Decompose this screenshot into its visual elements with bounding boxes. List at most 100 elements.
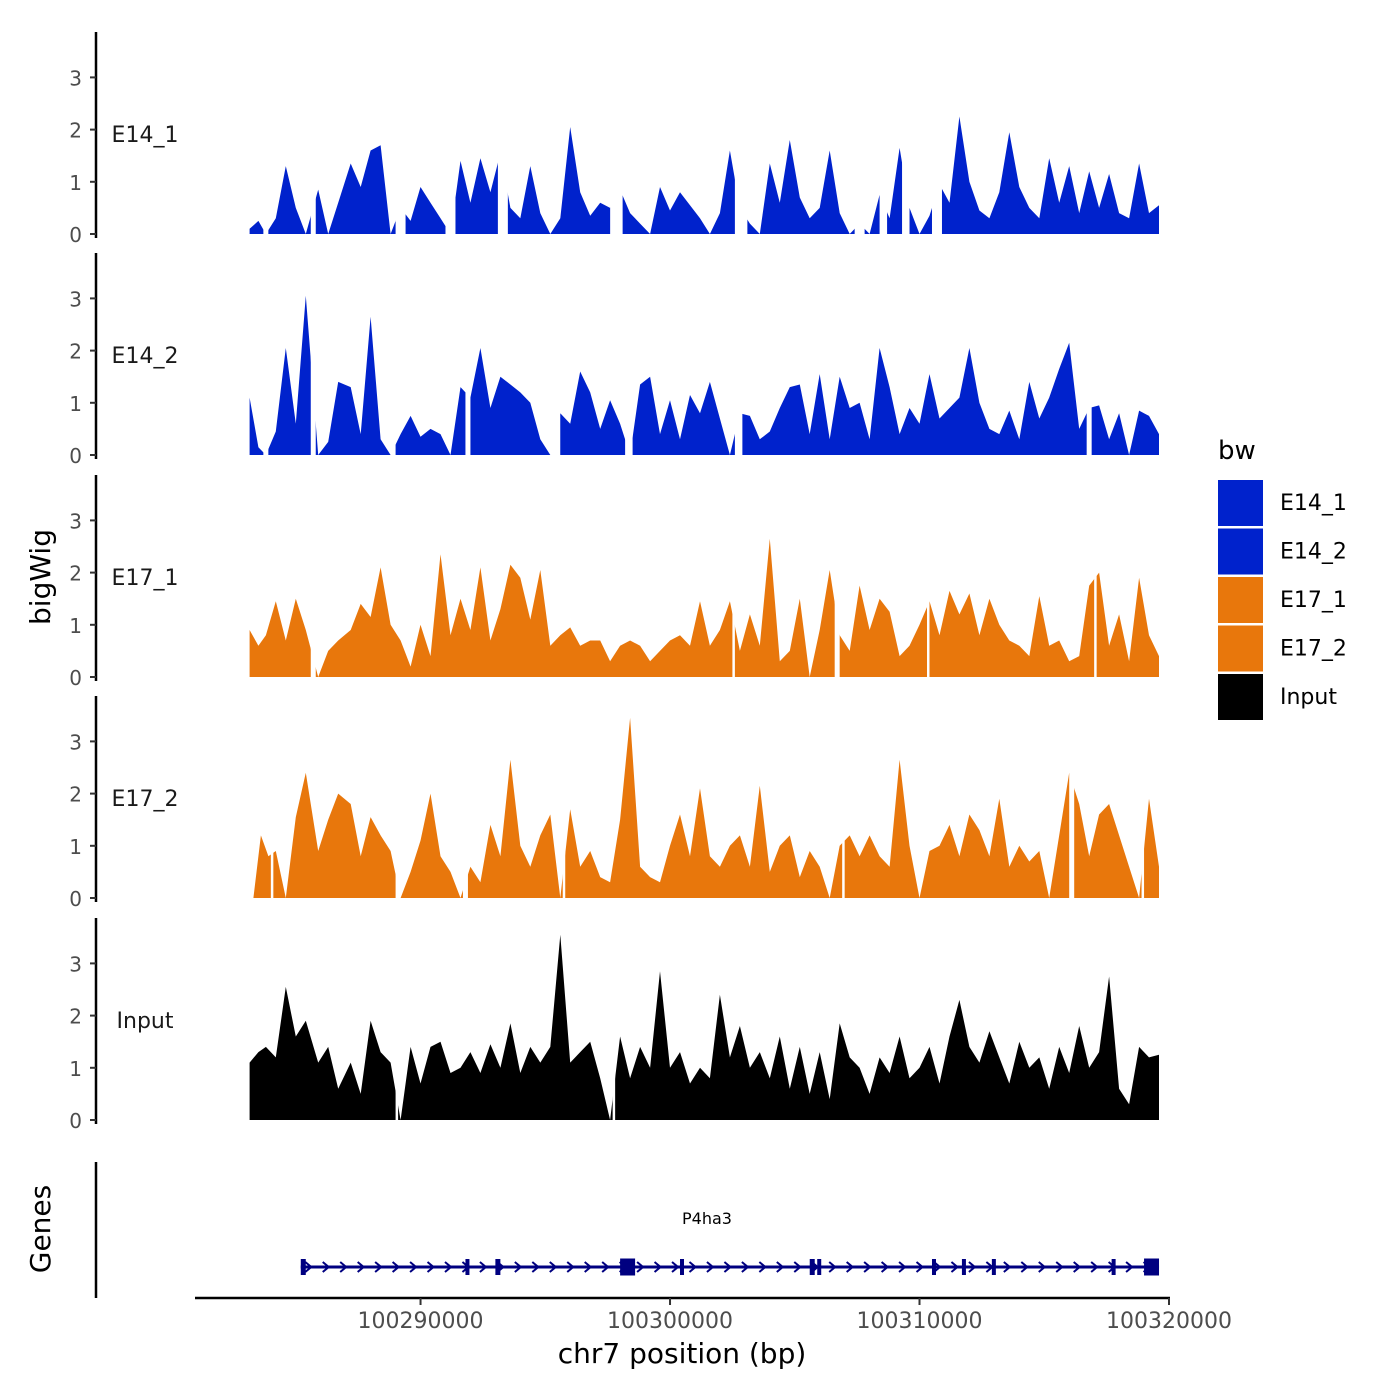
x-ticks: 100290000 100300000 100310000 100320000	[358, 1298, 1232, 1334]
track-input: 0 1 2 3 Input	[69, 918, 1160, 1133]
y-tick-label: 3	[69, 66, 82, 90]
strand-arrow	[636, 1261, 645, 1273]
gene-exon	[300, 1259, 306, 1275]
coverage-gap	[610, 32, 623, 235]
strand-arrow	[863, 1261, 872, 1273]
y-tick-label: 1	[69, 171, 82, 195]
legend-swatch	[1218, 480, 1263, 526]
x-tick-label: 100300000	[607, 1309, 733, 1334]
y-tick-label: 3	[69, 952, 82, 976]
coverage-gap	[854, 32, 865, 235]
strand-arrow	[531, 1261, 540, 1273]
track-label: E14_1	[112, 123, 179, 148]
strand-arrow	[846, 1261, 855, 1273]
coverage-gap	[734, 253, 743, 456]
legend-swatch	[1218, 577, 1263, 623]
y-tick-label: 1	[69, 835, 82, 859]
track-label: Input	[117, 1009, 174, 1034]
gene-exon	[809, 1259, 815, 1275]
y-tick-label: 0	[69, 887, 82, 911]
strand-arrow	[776, 1261, 785, 1273]
coverage-gap	[1094, 475, 1097, 678]
x-axis-title: chr7 position (bp)	[558, 1337, 807, 1370]
strand-arrow	[758, 1261, 767, 1273]
coverage-gap	[926, 475, 930, 678]
coverage-gap	[931, 32, 942, 235]
coverage-area-input	[249, 934, 1160, 1120]
strand-arrow	[514, 1261, 523, 1273]
coverage-gap	[462, 696, 468, 899]
strand-arrow	[706, 1261, 715, 1273]
strand-arrow	[339, 1261, 348, 1273]
track-label: E17_2	[112, 787, 179, 812]
coverage-gap	[1069, 696, 1075, 899]
y-tick-label: 2	[69, 562, 82, 586]
y-tick-label: 2	[69, 783, 82, 807]
coverage-gap	[310, 475, 316, 678]
legend-label: E17_2	[1280, 637, 1347, 662]
strand-arrow	[741, 1261, 750, 1273]
strand-arrow	[653, 1261, 663, 1273]
legend-label: Input	[1280, 685, 1337, 710]
strand-arrow	[444, 1261, 453, 1273]
legend: bw E14_1 E14_2 E17_1 E17_2 Input	[1218, 436, 1347, 720]
y-tick-label: 3	[69, 509, 82, 533]
strand-arrow	[357, 1261, 366, 1273]
track-e17-1: 0 1 2 3 E17_1	[69, 475, 1160, 690]
coverage-area-e14-2	[249, 295, 1160, 455]
coverage-gap	[734, 32, 748, 235]
strand-arrow	[880, 1261, 890, 1273]
gene-exon	[465, 1259, 470, 1275]
legend-swatch	[1218, 674, 1263, 720]
coverage-area-e17-1	[249, 538, 1160, 677]
legend-label: E14_1	[1280, 491, 1347, 516]
legend-title: bw	[1218, 436, 1256, 466]
coverage-gap	[465, 253, 471, 456]
y-tick-label: 1	[69, 614, 82, 638]
strand-arrow	[915, 1261, 925, 1273]
gene-exon	[1144, 1258, 1160, 1276]
y-axis-title: bigWig	[24, 529, 57, 625]
strand-arrow	[374, 1261, 383, 1273]
x-tick-label: 100310000	[857, 1309, 983, 1334]
strand-arrow	[1090, 1261, 1099, 1273]
coverage-gap	[732, 475, 735, 678]
y-tick-label: 0	[69, 444, 82, 468]
x-tick-label: 100320000	[1106, 1309, 1232, 1334]
coverage-gap	[310, 253, 316, 456]
track-label: E14_2	[112, 344, 179, 369]
x-tick-label: 100290000	[358, 1309, 484, 1334]
strand-arrow	[1003, 1261, 1012, 1273]
strand-arrow	[1038, 1261, 1047, 1273]
coverage-gap	[1141, 696, 1145, 899]
coverage-gap	[550, 253, 561, 456]
strand-arrow	[723, 1261, 732, 1273]
coverage-gap	[902, 32, 910, 235]
coverage-gap	[390, 253, 396, 456]
gene-exon	[495, 1259, 501, 1275]
coverage-area-e17-2	[253, 717, 1159, 898]
legend-label: E14_2	[1280, 540, 1347, 565]
gene-exon	[961, 1259, 966, 1275]
coverage-area-e14-1	[249, 116, 1160, 234]
gene-exon	[620, 1258, 636, 1276]
gene-name-label: P4ha3	[682, 1209, 732, 1228]
strand-arrow	[601, 1261, 610, 1273]
coverage-gap	[263, 32, 269, 235]
gene-exon	[1111, 1259, 1116, 1275]
y-tick-label: 0	[69, 223, 82, 247]
strand-arrow	[566, 1261, 575, 1273]
strand-arrow	[1125, 1261, 1134, 1273]
strand-arrow	[479, 1261, 488, 1273]
y-tick-label: 0	[69, 666, 82, 690]
coverage-gap	[270, 696, 274, 899]
strand-arrow	[793, 1261, 802, 1273]
strand-arrow	[549, 1261, 558, 1273]
coverage-gap	[395, 32, 406, 235]
coverage-gap	[834, 475, 840, 678]
legend-label: E17_1	[1280, 588, 1347, 613]
y-tick-label: 3	[69, 287, 82, 311]
coverage-gap	[1086, 253, 1092, 456]
